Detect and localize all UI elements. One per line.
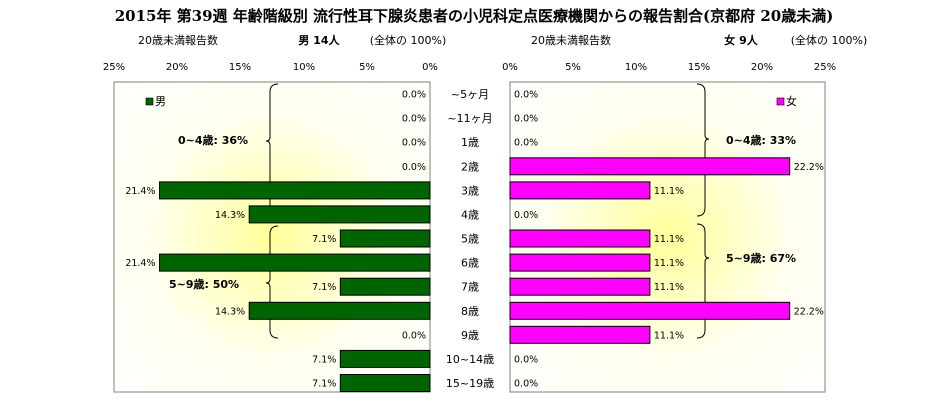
male-bar — [339, 349, 431, 368]
female-value-label: 0.0% — [514, 379, 538, 390]
male-value-label: 0.0% — [402, 138, 426, 149]
legend-female: 女 — [776, 94, 797, 108]
male-group-5-9-label: 5~9歳: 50% — [169, 277, 239, 291]
category-label: 15~19歳 — [446, 377, 494, 390]
female-group-5-9-label: 5~9歳: 67% — [726, 251, 796, 265]
category-label: ~11ヶ月 — [447, 112, 492, 125]
legend-male: 男 — [145, 95, 166, 108]
category-label: 2歳 — [461, 160, 479, 173]
category-label: 5歳 — [461, 233, 479, 246]
right-tick: 5% — [565, 62, 581, 73]
female-value-label: 0.0% — [514, 210, 538, 221]
brace-female-0-4 — [696, 83, 710, 217]
male-bar — [339, 374, 431, 392]
female-value-label: 11.1% — [654, 186, 684, 197]
left-tick: 5% — [359, 62, 375, 73]
right-tick: 25% — [814, 62, 836, 73]
legend-female-label: 女 — [786, 94, 797, 108]
category-label: 3歳 — [461, 184, 479, 197]
female-bar — [509, 301, 791, 320]
female-value-label: 22.2% — [794, 162, 824, 173]
female-bar — [509, 181, 651, 200]
male-bar — [159, 181, 431, 200]
right-count-label: 20歳未満報告数 — [531, 34, 611, 47]
right-total-label: (全体の 100%) — [791, 33, 868, 47]
category-label: 8歳 — [461, 305, 479, 318]
female-bar — [509, 157, 791, 176]
left-tick: 0% — [422, 62, 438, 73]
male-value-label: 7.1% — [312, 379, 336, 390]
female-value-label: 11.1% — [654, 258, 684, 269]
brace-male-5-9 — [265, 225, 279, 339]
female-value-label: 11.1% — [654, 282, 684, 293]
male-value-label: 7.1% — [312, 354, 336, 365]
male-value-label: 21.4% — [125, 186, 155, 197]
right-summary-label: 女 9人 — [724, 33, 758, 47]
right-tick: 15% — [688, 62, 710, 73]
right-x-axis: 0% 5% 10% 15% 20% 25% — [502, 62, 836, 73]
category-label: ~5ヶ月 — [451, 88, 489, 101]
male-value-label: 14.3% — [215, 210, 245, 221]
category-label: 1歳 — [461, 136, 479, 149]
female-value-labels: 0.0% 0.0% 0.0% 22.2% 11.1% 0.0% 11.1% 11.1% 11.1… — [514, 90, 824, 390]
female-value-label: 11.1% — [654, 330, 684, 341]
female-value-label: 0.0% — [514, 90, 538, 101]
female-value-label: 22.2% — [794, 306, 824, 317]
legend-male-swatch — [145, 97, 154, 106]
category-label: 10~14歳 — [446, 353, 494, 366]
male-value-label: 0.0% — [402, 114, 426, 125]
category-label: 7歳 — [461, 281, 479, 294]
category-labels: ~5ヶ月 ~11ヶ月 1歳 2歳 3歳 4歳 5歳 6歳 7歳 8歳 9歳 10~14歳 15~19歳 — [446, 88, 494, 390]
female-bar — [509, 325, 651, 344]
female-bar — [509, 253, 651, 272]
male-value-label: 7.1% — [312, 234, 336, 245]
male-value-label: 21.4% — [125, 258, 155, 269]
legend-female-swatch — [776, 97, 785, 106]
male-value-label: 14.3% — [215, 306, 245, 317]
legend-male-label: 男 — [155, 95, 166, 108]
male-bar — [159, 253, 431, 272]
left-summary-label: 男 14人 — [298, 33, 340, 47]
male-bar — [248, 301, 431, 320]
female-value-label: 0.0% — [514, 138, 538, 149]
male-bar — [339, 277, 431, 296]
male-value-label: 0.0% — [402, 330, 426, 341]
brace-female-5-9 — [696, 223, 710, 339]
male-bars — [159, 181, 431, 392]
female-value-label: 0.0% — [514, 354, 538, 365]
female-value-label: 0.0% — [514, 114, 538, 125]
male-bar — [248, 205, 431, 224]
female-value-label: 11.1% — [654, 234, 684, 245]
right-tick: 20% — [751, 62, 773, 73]
male-value-label: 0.0% — [402, 90, 426, 101]
male-value-label: 0.0% — [402, 162, 426, 173]
left-tick: 15% — [229, 62, 251, 73]
right-tick: 10% — [625, 62, 647, 73]
right-tick: 0% — [502, 62, 518, 73]
category-label: 4歳 — [461, 208, 479, 221]
female-bar — [509, 277, 651, 296]
left-x-axis: 25% 20% 15% 10% 5% 0% — [103, 62, 438, 73]
left-total-label: (全体の 100%) — [370, 33, 447, 47]
chart-title: 2015年 第39週 年齢階級別 流行性耳下腺炎患者の小児科定点医療機関からの報… — [115, 7, 834, 25]
male-group-0-4-label: 0~4歳: 36% — [178, 133, 248, 147]
category-label: 6歳 — [461, 257, 479, 270]
male-value-label: 7.1% — [312, 282, 336, 293]
left-tick: 10% — [293, 62, 315, 73]
male-value-labels: 0.0% 0.0% 0.0% 0.0% 21.4% 14.3% 7.1% 21.4% 7.1% 1… — [125, 90, 426, 390]
left-count-label: 20歳未満報告数 — [138, 34, 218, 47]
female-group-0-4-label: 0~4歳: 33% — [726, 133, 796, 147]
male-bar — [339, 229, 431, 248]
left-tick: 25% — [103, 62, 125, 73]
female-bar — [509, 229, 651, 248]
left-tick: 20% — [166, 62, 188, 73]
female-bars — [509, 157, 791, 344]
category-label: 9歳 — [461, 329, 479, 342]
